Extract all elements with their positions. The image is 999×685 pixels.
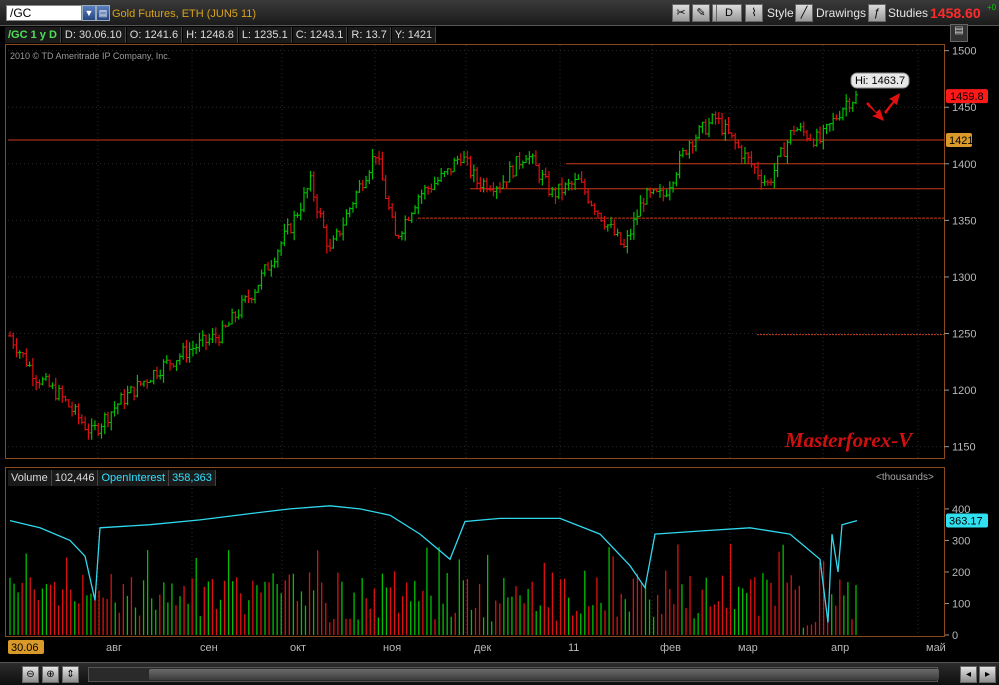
cursor-y: Y: 1421	[391, 27, 437, 43]
scroll-left-icon[interactable]: ◂	[960, 666, 977, 683]
last-price-marker	[946, 89, 988, 104]
scroll-right-icon[interactable]: ▸	[979, 666, 996, 683]
last-price-marker-label: 1459.8	[950, 91, 984, 103]
last-price: 1458.60	[930, 5, 981, 21]
time-axis-label: ноя	[383, 642, 401, 654]
period-button[interactable]: D	[716, 4, 742, 22]
copyright-notice: 2010 © TD Ameritrade IP Company, Inc.	[10, 51, 171, 61]
time-axis-label: мар	[738, 642, 758, 654]
watermark: Masterforex-V	[785, 428, 913, 452]
bottom-toolbar: ⊖ ⊕ ⇕ ◂ ▸	[0, 662, 999, 685]
volume-tick-label: 400	[952, 504, 970, 516]
symbol-lookup-button[interactable]: ▤	[96, 5, 110, 21]
studies-icon[interactable]: ƒ	[868, 4, 886, 22]
price-tick-label: 1500	[952, 46, 976, 58]
bar-high: H: 1248.8	[183, 27, 238, 43]
cursor-price-marker-label: 1421	[949, 135, 973, 147]
top-toolbar: /GC ▼ ▤ Gold Futures, ETH (JUN5 11) ✂ ✎ …	[0, 0, 999, 26]
instrument-description: Gold Futures, ETH (JUN5 11)	[112, 8, 257, 20]
crosshair-tool-button[interactable]: ✂	[672, 4, 690, 22]
drawings-icon[interactable]: ╱	[795, 4, 813, 22]
time-axis-label: сен	[200, 642, 218, 654]
oi-value: 358,363	[169, 470, 216, 486]
volume-panel	[5, 467, 945, 637]
price-tick-label: 1150	[952, 442, 976, 454]
style-icon[interactable]: ⌇	[745, 4, 763, 22]
symbol-input[interactable]: /GC	[6, 5, 82, 21]
price-tick-label: 1250	[952, 329, 976, 341]
oi-title[interactable]: OpenInterest	[98, 470, 170, 486]
bar-date: D: 30.06.10	[61, 27, 126, 43]
bar-close: C: 1243.1	[292, 27, 348, 43]
chart-settings-icon[interactable]: ▤	[950, 24, 968, 42]
draw-tool-button[interactable]: ✎	[692, 4, 710, 22]
time-axis-label: май	[926, 642, 946, 654]
cursor-date-label: 30.06	[11, 642, 39, 654]
bar-open: O: 1241.6	[126, 27, 183, 43]
bar-low: L: 1235.1	[238, 27, 292, 43]
symbol-dropdown-button[interactable]: ▼	[82, 5, 96, 21]
time-axis-label: 11	[568, 642, 579, 654]
chart-info-bar: /GC 1 y D D: 30.06.10 O: 1241.6 H: 1248.8 L:…	[5, 27, 437, 43]
fit-chart-icon[interactable]: ⇕	[62, 666, 79, 683]
volume-header: Volume 102,446 OpenInterest 358,363	[8, 470, 216, 486]
style-button[interactable]: Style	[767, 6, 794, 20]
volume-tick-label: 100	[952, 598, 970, 610]
time-axis-label: окт	[290, 642, 306, 654]
volume-title[interactable]: Volume	[8, 470, 52, 486]
price-tick-label: 1400	[952, 159, 976, 171]
zoom-out-icon[interactable]: ⊖	[22, 666, 39, 683]
time-axis-label: авг	[106, 642, 122, 654]
units-label: <thousands>	[876, 472, 934, 483]
price-panel	[5, 44, 945, 459]
oi-last-marker-label: 363.17	[949, 516, 983, 528]
net-change: +0	[987, 3, 997, 12]
cursor-price-marker	[946, 133, 972, 148]
volume-tick-label: 0	[952, 630, 958, 642]
up-arrow-icon	[884, 93, 900, 114]
chart-id[interactable]: /GC 1 y D	[5, 27, 61, 43]
bar-range: R: 13.7	[348, 27, 391, 43]
price-tick-label: 1350	[952, 215, 976, 227]
open-interest-line	[9, 505, 858, 623]
studies-button[interactable]: Studies	[888, 6, 929, 20]
volume-value: 102,446	[51, 470, 99, 486]
volume-tick-label: 300	[952, 535, 970, 547]
price-tick-label: 1300	[952, 272, 976, 284]
price-tick-label: 1200	[952, 385, 976, 397]
cursor-date-marker	[8, 640, 44, 654]
drawings-button[interactable]: Drawings	[816, 6, 867, 20]
price-tick-label: 1450	[952, 102, 976, 114]
time-axis-label: фев	[660, 642, 681, 654]
oi-last-marker	[946, 513, 988, 528]
down-arrow-icon	[866, 102, 884, 121]
time-axis-label: дек	[474, 642, 492, 654]
high-callout	[850, 72, 910, 89]
time-axis-label: апр	[831, 642, 849, 654]
zoom-in-icon[interactable]: ⊕	[42, 666, 59, 683]
time-scrollbar[interactable]	[88, 667, 939, 682]
high-callout-label: Hi: 1463.7	[855, 75, 905, 87]
volume-tick-label: 200	[952, 567, 970, 579]
scrollbar-thumb[interactable]	[149, 669, 939, 680]
